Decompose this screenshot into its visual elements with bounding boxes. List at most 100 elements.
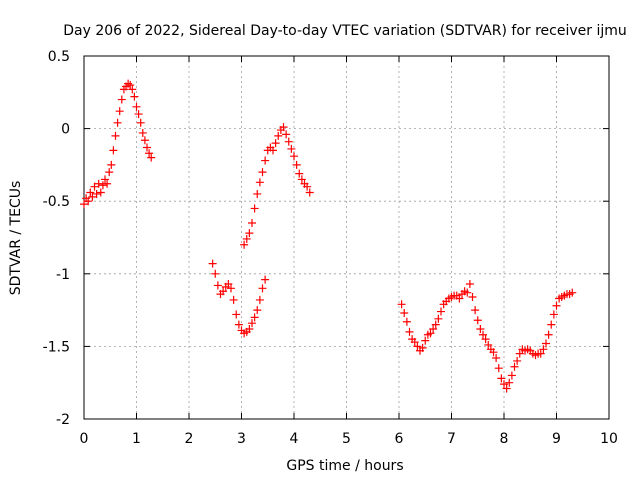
data-point <box>88 192 97 201</box>
data-point <box>80 200 88 209</box>
data-point <box>544 330 553 339</box>
data-point <box>437 307 445 316</box>
data-point <box>568 288 577 297</box>
data-point <box>229 295 238 304</box>
data-point <box>261 275 270 284</box>
data-point <box>271 139 280 148</box>
data-point <box>101 175 109 184</box>
data-point <box>94 179 103 188</box>
data-point <box>463 288 472 297</box>
series-segment-1 <box>80 79 156 209</box>
data-point <box>105 168 114 177</box>
data-point <box>513 356 522 365</box>
data-point <box>140 136 149 145</box>
data-point <box>282 130 291 139</box>
data-point <box>426 329 435 338</box>
series-segment-2 <box>208 259 270 338</box>
data-point <box>536 349 545 358</box>
data-point <box>471 306 480 315</box>
data-point <box>115 107 124 116</box>
axes <box>83 55 610 420</box>
data-point <box>547 320 556 329</box>
data-point <box>86 188 95 197</box>
data-point <box>484 340 493 349</box>
tick-labels: 0 1 2 3 4 5 6 7 8 9 10 0.5 0 -0.5 -1 -1.5 -2 <box>43 49 618 447</box>
data-point <box>507 371 516 380</box>
data-point <box>109 146 118 155</box>
data-point <box>303 182 312 191</box>
data-point <box>130 92 139 101</box>
data-point <box>552 301 561 310</box>
data-point <box>96 188 105 197</box>
data-point <box>147 153 156 162</box>
chart-title: Day 206 of 2022, Sidereal Day-to-day VTE… <box>63 23 627 39</box>
data-point <box>542 339 550 348</box>
x-tick-label: 10 <box>600 431 618 447</box>
data-point <box>481 335 490 344</box>
data-point <box>434 314 443 323</box>
x-tick-label: 2 <box>185 431 194 447</box>
data-point <box>219 287 228 296</box>
data-point <box>234 320 243 329</box>
data-point <box>136 118 145 127</box>
data-point <box>500 380 508 389</box>
x-tick-label: 7 <box>447 431 456 447</box>
series-segment-3 <box>240 123 314 249</box>
data-point <box>132 102 141 111</box>
data-point <box>476 324 485 333</box>
data-point <box>502 384 511 393</box>
series-segment-4 <box>397 279 577 393</box>
grid-lines <box>84 56 609 419</box>
data-point <box>211 269 220 278</box>
data-point <box>232 310 241 319</box>
data-point <box>98 181 107 190</box>
data-point <box>492 354 501 363</box>
data-points <box>80 79 577 393</box>
data-point <box>245 229 254 238</box>
data-point <box>248 319 256 328</box>
data-point <box>90 182 99 191</box>
data-point <box>465 279 474 288</box>
data-point <box>418 343 427 352</box>
data-point <box>103 179 112 188</box>
x-tick-label: 3 <box>237 431 246 447</box>
data-point <box>410 338 419 347</box>
y-tick-label: -1.5 <box>43 339 70 355</box>
data-point <box>240 240 249 249</box>
data-point <box>287 144 296 153</box>
data-point <box>245 324 254 333</box>
data-point <box>261 156 270 165</box>
data-point <box>92 189 101 198</box>
data-point <box>413 342 422 351</box>
data-point <box>421 336 430 345</box>
data-point <box>253 306 262 315</box>
y-tick-label: -0.5 <box>43 194 70 210</box>
data-point <box>128 85 137 94</box>
data-point <box>505 378 514 387</box>
data-point <box>258 168 267 177</box>
data-point <box>138 128 147 137</box>
data-point <box>431 320 440 329</box>
data-point <box>284 137 293 146</box>
data-point <box>208 259 217 268</box>
data-point <box>248 218 256 227</box>
data-point <box>250 204 259 213</box>
data-point <box>242 234 251 243</box>
data-point <box>400 309 409 318</box>
data-point <box>510 362 519 371</box>
y-tick-label: 0.5 <box>48 49 70 65</box>
data-point <box>515 349 524 358</box>
data-point <box>213 281 222 290</box>
data-point <box>494 364 503 373</box>
data-point <box>497 374 506 383</box>
data-point <box>402 317 411 326</box>
data-point <box>479 330 487 339</box>
data-point <box>292 160 301 169</box>
x-tick-label: 6 <box>395 431 404 447</box>
data-point <box>455 294 464 303</box>
data-point <box>134 110 143 119</box>
data-point <box>473 316 482 325</box>
data-point <box>253 189 262 198</box>
data-point <box>295 169 304 178</box>
